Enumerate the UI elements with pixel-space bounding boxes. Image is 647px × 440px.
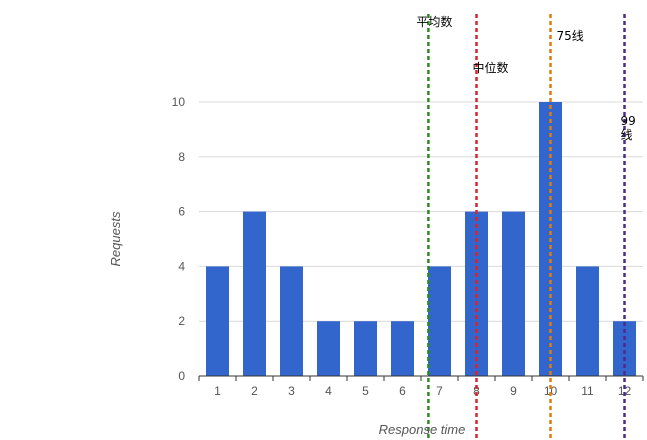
axes [198, 375, 644, 381]
y-tick-label: 4 [178, 259, 185, 273]
x-tick-label: 6 [399, 384, 406, 398]
bar [391, 321, 414, 376]
bar [428, 266, 451, 376]
bar [243, 211, 266, 376]
bar [613, 321, 636, 376]
x-tick-label: 4 [325, 384, 332, 398]
y-tick-label: 6 [178, 205, 185, 219]
bar [576, 266, 599, 376]
x-tick-label: 7 [436, 384, 443, 398]
x-tick-label: 10 [544, 384, 558, 398]
y-axis-title: Requests [108, 211, 123, 266]
x-tick-label: 8 [473, 384, 480, 398]
y-tick-label: 10 [172, 95, 186, 109]
bar [502, 211, 525, 376]
gridlines [199, 101, 643, 322]
reference-line-label: 中位数 [473, 60, 509, 75]
x-tick-label: 11 [581, 384, 594, 398]
bar [280, 266, 303, 376]
x-tick-label: 5 [362, 384, 369, 398]
reference-line-label: 75线 [557, 29, 584, 43]
x-axis-title: Response time [379, 422, 466, 437]
reference-line-label: 线 [621, 128, 633, 142]
x-tick-label: 1 [214, 384, 221, 398]
y-tick-labels: 0 2 4 6 8 10 [172, 95, 186, 383]
y-tick-label: 8 [178, 150, 185, 164]
x-tick-label: 9 [510, 384, 517, 398]
x-tick-label: 2 [251, 384, 258, 398]
reference-line-label: 99 [621, 114, 636, 128]
bar [354, 321, 377, 376]
reference-line-label: 平均数 [416, 14, 452, 29]
y-tick-label: 2 [178, 314, 185, 328]
bar [206, 266, 229, 376]
x-tick-label: 3 [288, 384, 295, 398]
x-tick-label: 12 [618, 384, 632, 398]
bar [465, 211, 488, 376]
bar [317, 321, 340, 376]
x-tick-labels: 1 2 3 4 5 6 7 8 9 10 11 12 [214, 384, 631, 398]
y-tick-label: 0 [178, 369, 185, 383]
bars [206, 102, 636, 376]
